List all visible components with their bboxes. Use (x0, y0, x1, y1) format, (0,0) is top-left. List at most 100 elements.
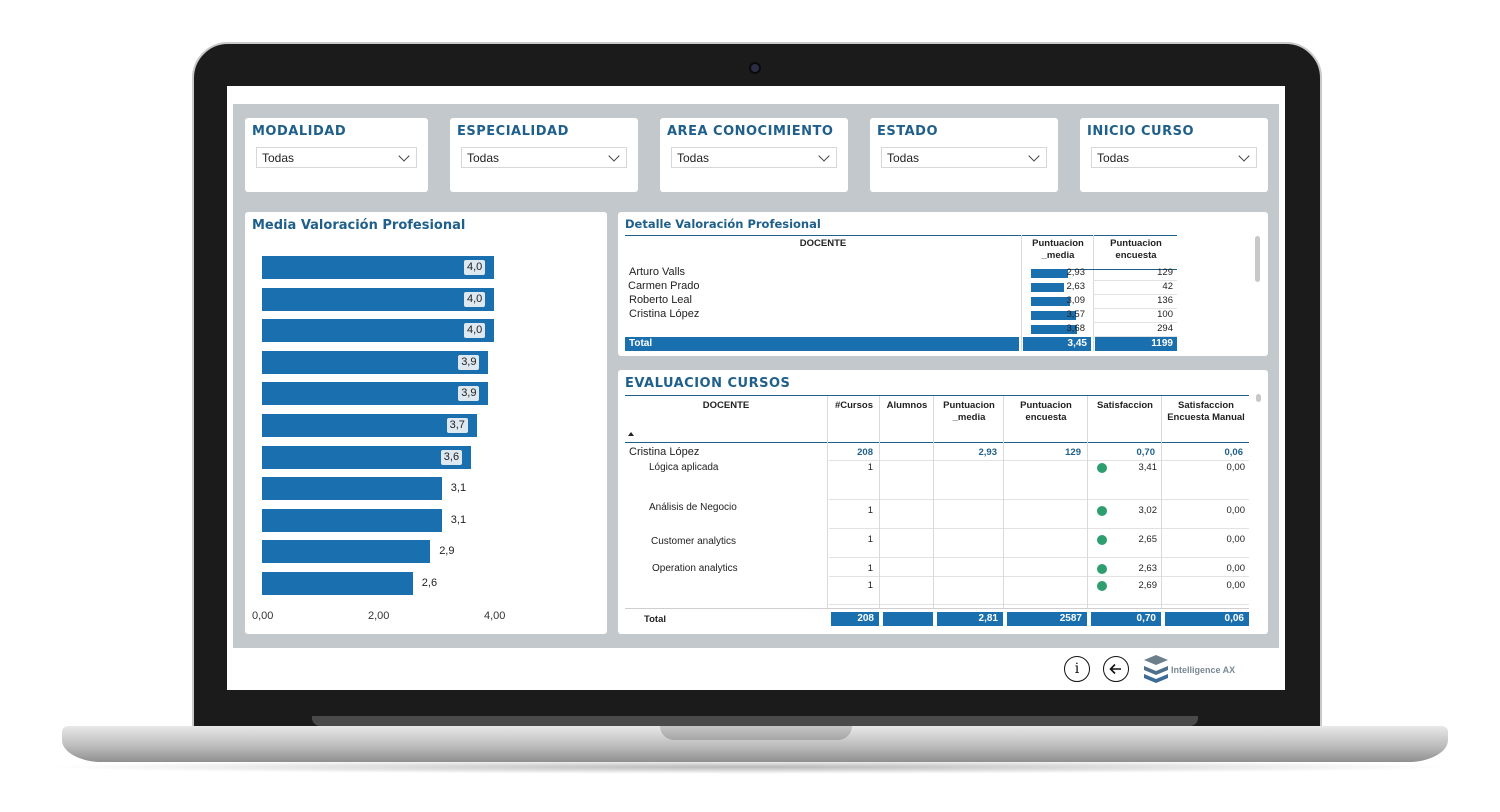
inicio-curso-dropdown[interactable]: Todas (1091, 147, 1257, 168)
curso-satisfaccion: 2,63 (1138, 563, 1158, 574)
bar[interactable] (262, 477, 442, 501)
group-media: 2,93 (978, 447, 998, 458)
webcam-icon (749, 62, 761, 74)
bar[interactable] (262, 382, 489, 406)
filter-title: INICIO CURSO (1087, 124, 1195, 139)
media-bar (1031, 297, 1070, 306)
dropdown-value: Todas (887, 151, 920, 165)
total-manual: 0,06 (1165, 612, 1249, 626)
bar[interactable] (262, 350, 489, 374)
filter-inicio-curso: INICIO CURSO Todas (1080, 118, 1268, 192)
filter-especialidad: ESPECIALIDAD Todas (450, 118, 638, 192)
chevron-down-icon (608, 150, 620, 162)
curso-name[interactable]: Operation analytics (652, 563, 738, 574)
screen: MODALIDAD Todas ESPECIALIDAD Todas AREA … (227, 86, 1285, 690)
column-divider (879, 396, 880, 608)
area-conocimiento-dropdown[interactable]: Todas (671, 147, 837, 168)
especialidad-dropdown[interactable]: Todas (461, 147, 627, 168)
row-divider (1093, 336, 1177, 337)
evaluacion-title: EVALUACION CURSOS (625, 376, 791, 391)
scrollbar[interactable] (1255, 236, 1260, 282)
column-divider (1087, 396, 1088, 608)
curso-manual: 0,00 (1226, 563, 1246, 574)
modalidad-dropdown[interactable]: Todas (256, 147, 417, 168)
sort-ascending-icon[interactable] (628, 432, 634, 436)
status-dot-icon (1097, 463, 1107, 473)
bar-value-label: 2,6 (421, 577, 438, 589)
header-puntuacion-media[interactable]: Puntuacion _media (943, 400, 995, 423)
bar[interactable] (262, 508, 442, 532)
total-cursos: 208 (831, 612, 879, 626)
bar-value-label: 3,6 (440, 449, 463, 465)
docente-name[interactable]: Arturo Valls (629, 266, 686, 278)
bar[interactable] (262, 572, 413, 595)
encuesta-value: 100 (1157, 309, 1173, 320)
curso-satisfaccion: 3,02 (1138, 505, 1158, 516)
x-tick-label: 4,00 (484, 610, 506, 622)
scrollbar[interactable] (1256, 394, 1261, 402)
total-media: 2,81 (937, 612, 1003, 626)
dashboard-canvas: MODALIDAD Todas ESPECIALIDAD Todas AREA … (233, 104, 1279, 648)
bar[interactable] (262, 256, 494, 279)
header-alumnos[interactable]: Alumnos (886, 400, 928, 411)
back-button[interactable] (1103, 656, 1129, 682)
media-bar (1031, 311, 1076, 320)
encuesta-value: 129 (1157, 267, 1173, 278)
filter-title: AREA CONOCIMIENTO (667, 124, 834, 139)
media-value: 3,09 (1066, 295, 1086, 306)
docente-name[interactable]: Carmen Prado (628, 280, 700, 292)
row-divider (1093, 322, 1177, 323)
curso-name[interactable]: Análisis de Negocio (649, 502, 737, 513)
media-bar (1031, 325, 1077, 334)
row-divider (829, 604, 1249, 605)
total-media: 3,45 (1023, 337, 1091, 351)
bar[interactable] (262, 287, 494, 311)
header-puntuacion-encuesta[interactable]: Puntuacion encuesta (1110, 238, 1162, 261)
group-manual: 0,06 (1224, 447, 1244, 458)
header-cursos[interactable]: #Cursos (834, 400, 873, 411)
bar[interactable] (262, 445, 471, 469)
curso-cursos: 1 (867, 534, 873, 545)
header-satisfaccion-manual[interactable]: Satisfaccion Encuesta Manual (1167, 400, 1245, 423)
dropdown-value: Todas (262, 151, 295, 165)
header-rule (625, 395, 1249, 396)
header-rule (625, 235, 1177, 236)
header-puntuacion-media[interactable]: Puntuacion _media (1032, 238, 1084, 261)
header-puntuacion-encuesta[interactable]: Puntuacion encuesta (1020, 400, 1072, 423)
total-rule (625, 608, 1249, 609)
bar-value-label: 3,9 (458, 354, 480, 370)
curso-name[interactable]: Lógica aplicada (649, 462, 719, 473)
bar[interactable] (262, 414, 477, 437)
media-bar (1031, 283, 1064, 292)
curso-satisfaccion: 3,41 (1138, 462, 1158, 473)
row-divider (829, 557, 1249, 558)
estado-dropdown[interactable]: Todas (881, 147, 1047, 168)
header-docente[interactable]: DOCENTE (702, 400, 750, 411)
group-docente-name[interactable]: Cristina López (629, 446, 700, 458)
bar[interactable] (262, 319, 494, 343)
brand-name: Intelligence AX (1171, 665, 1236, 675)
info-button[interactable]: i (1064, 656, 1090, 682)
divider (1021, 235, 1022, 351)
media-value: 2,93 (1066, 267, 1086, 278)
filter-area-conocimiento: AREA CONOCIMIENTO Todas (660, 118, 848, 192)
column-divider (1003, 396, 1004, 608)
curso-cursos: 1 (867, 580, 873, 591)
filter-title: MODALIDAD (252, 124, 347, 139)
docente-name[interactable]: Roberto Leal (629, 294, 692, 306)
column-divider (933, 396, 934, 608)
curso-cursos: 1 (867, 563, 873, 574)
curso-name[interactable]: Customer analytics (651, 536, 737, 547)
bar-value-label: 3,9 (458, 386, 480, 402)
encuesta-value: 136 (1157, 295, 1173, 306)
chevron-down-icon (1238, 150, 1250, 162)
status-dot-icon (1097, 535, 1107, 545)
status-dot-icon (1097, 581, 1107, 591)
bar-value-label: 4,0 (464, 291, 486, 307)
bar[interactable] (262, 540, 431, 564)
row-divider (1093, 308, 1177, 309)
docente-name[interactable]: Cristina López (629, 308, 700, 320)
header-satisfaccion[interactable]: Satisfaccion (1097, 400, 1153, 411)
header-docente[interactable]: DOCENTE (799, 238, 847, 249)
column-divider (1161, 396, 1162, 608)
